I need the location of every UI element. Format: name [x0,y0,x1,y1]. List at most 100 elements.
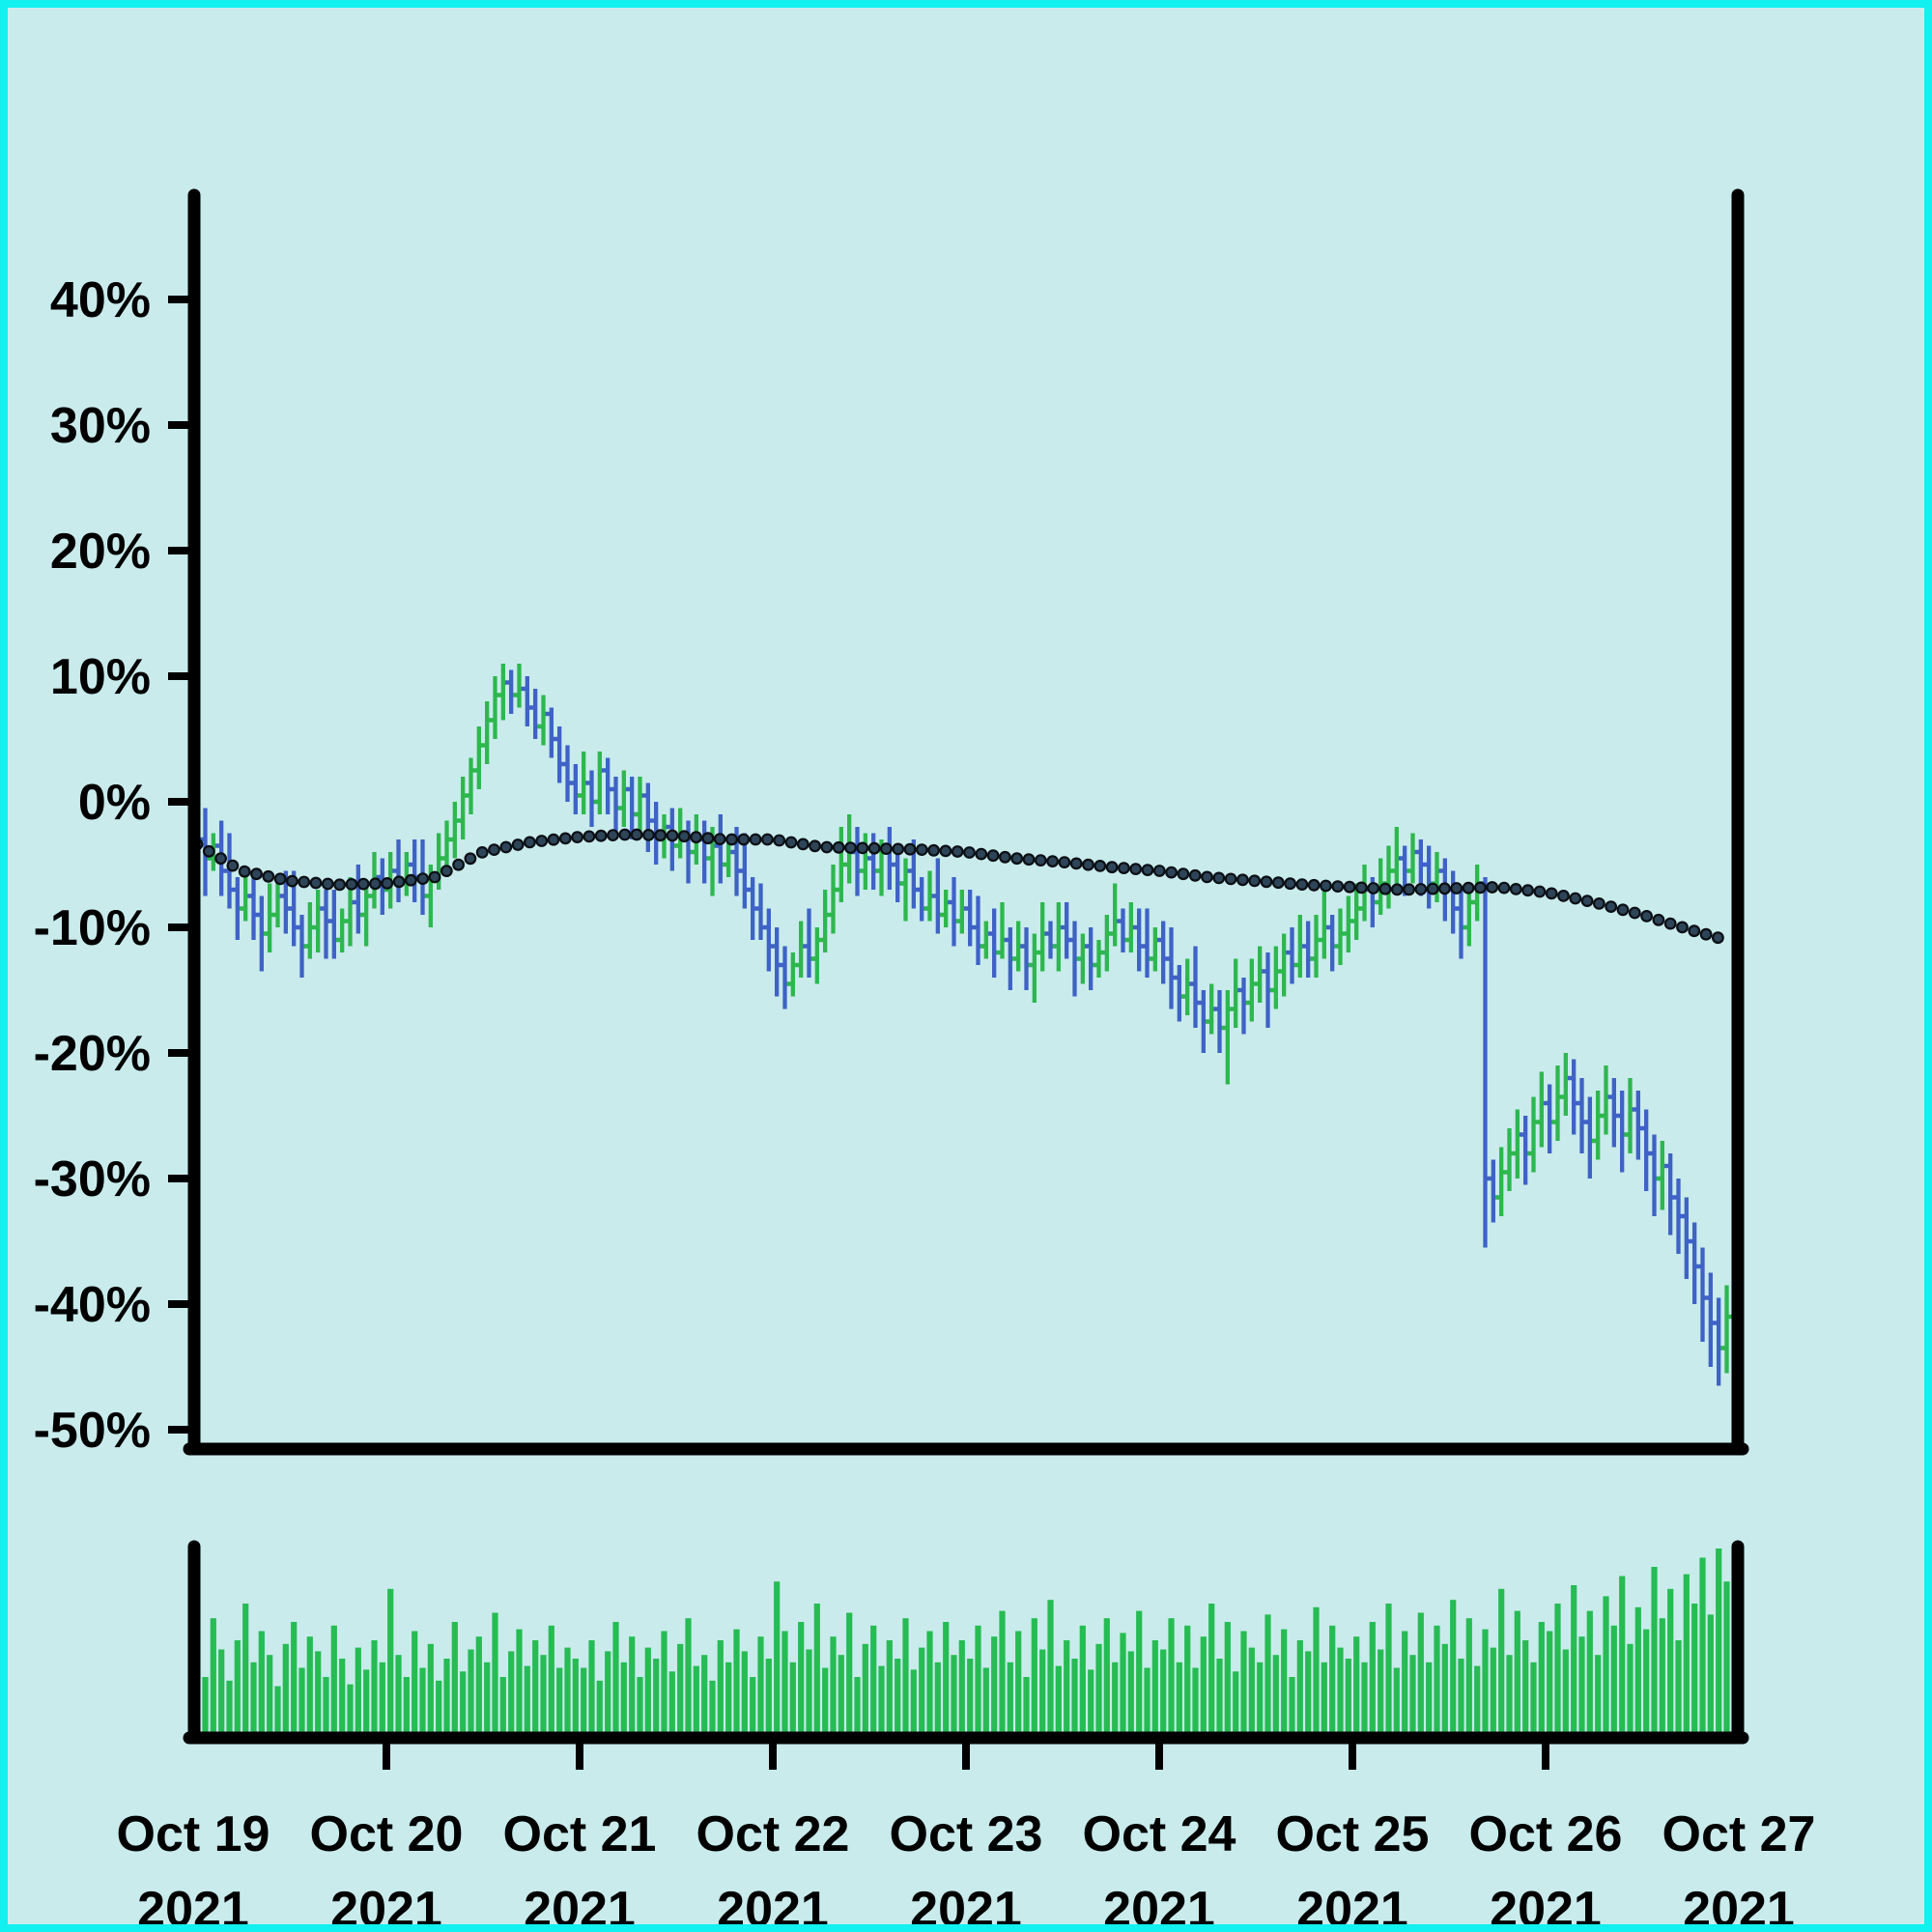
candle [617,770,631,827]
ma-dot [844,841,857,854]
volume-bar [412,1631,418,1736]
volume-bar [1248,1647,1255,1736]
ma-dot [1152,865,1166,877]
x-tick-label-year: 2021 [1296,1882,1408,1932]
ma-dot [369,877,382,891]
ma-dot [1545,887,1558,900]
ma-dot [1486,881,1499,894]
volume-bar [781,1631,788,1736]
volume-bar [1393,1667,1400,1736]
ma-dot [796,838,810,851]
ma-dot [440,865,453,877]
volume-bar [644,1647,651,1736]
candle [770,927,783,997]
y-tick-label: -50% [34,1403,151,1459]
ma-dot [713,833,726,845]
y-axis-labels: 40% 30% 20% 10% 0% -10% -20% -30% -40% -50% [34,272,151,1459]
volume-bar [1699,1557,1706,1736]
ma-dot [1569,892,1582,905]
volume-bar [581,1667,587,1736]
candle [456,777,469,839]
volume-bar [838,1655,844,1736]
volume-bar [1675,1640,1682,1736]
candle [1648,1134,1661,1216]
volume-bar [902,1618,909,1736]
volume-bar [1151,1640,1158,1736]
volume-bar [919,1647,925,1736]
volume-bar [242,1604,249,1736]
candle [1607,1078,1621,1148]
candlesticks [190,664,1742,1386]
volume-bar [532,1640,539,1736]
x-tick-label-year: 2021 [524,1882,636,1932]
volume-bar [612,1622,619,1736]
volume-bar [765,1659,772,1736]
volume-bar [1216,1659,1223,1736]
ma-dot [321,877,334,891]
candle [1382,845,1395,909]
x-tick-label: Oct 25 [1276,1806,1430,1862]
volume-bar [1417,1612,1424,1736]
ma-dot [1663,917,1677,930]
volume-bar [733,1629,740,1736]
candle [1591,1091,1605,1160]
ma-dot [1688,924,1701,938]
ma-dot [250,867,263,881]
candle [472,726,486,789]
volume-bar [210,1618,216,1736]
volume-bar [379,1662,385,1736]
x-tick-label-year: 2021 [1490,1882,1602,1932]
volume-bar [508,1651,515,1736]
candle [521,676,534,726]
candle [634,777,646,834]
ma-dot [1438,882,1451,895]
candle [955,890,969,934]
ma-dot [571,831,583,843]
volume-bar [1458,1659,1464,1736]
candle [335,908,349,952]
ma-dot [1331,880,1345,893]
ma-dot [1320,879,1332,893]
volume-bar [315,1651,322,1736]
volume-bar [234,1640,241,1736]
candle [400,852,413,896]
candle [1527,1096,1540,1173]
candle [1213,990,1226,1053]
candle [899,858,912,922]
ma-dot [618,828,632,841]
candle [697,820,711,884]
candle [1318,890,1331,959]
y-tick-label: 40% [50,272,151,328]
x-tick-label-year: 2021 [1103,1882,1215,1932]
volume-bar [588,1640,595,1736]
candle [263,883,276,952]
volume-bar [830,1636,837,1736]
volume-bar [1547,1631,1553,1736]
candle [1156,921,1170,984]
volume-bar [951,1655,957,1736]
ma-dot [856,841,869,855]
candle [1632,1091,1645,1160]
candle [1615,1091,1629,1173]
volume-bar [1522,1640,1529,1736]
candle [1422,845,1435,909]
ma-dot [749,833,762,846]
volume-bar [774,1581,781,1736]
candle [513,664,526,708]
candle [610,777,622,834]
volume-bar [1007,1662,1013,1736]
ma-dot [558,832,572,845]
volume-bar [1571,1585,1577,1736]
candle [545,707,558,758]
ma-dot [1367,882,1380,895]
candle [987,908,1001,978]
volume-bar [524,1665,530,1736]
volume-bar [1079,1625,1086,1736]
y-tick-label: 30% [50,398,151,454]
volume-bar [661,1631,668,1736]
ma-dot [986,849,1000,863]
volume-bars [194,1548,1738,1736]
candle [553,726,566,783]
volume-bar [1353,1636,1360,1736]
